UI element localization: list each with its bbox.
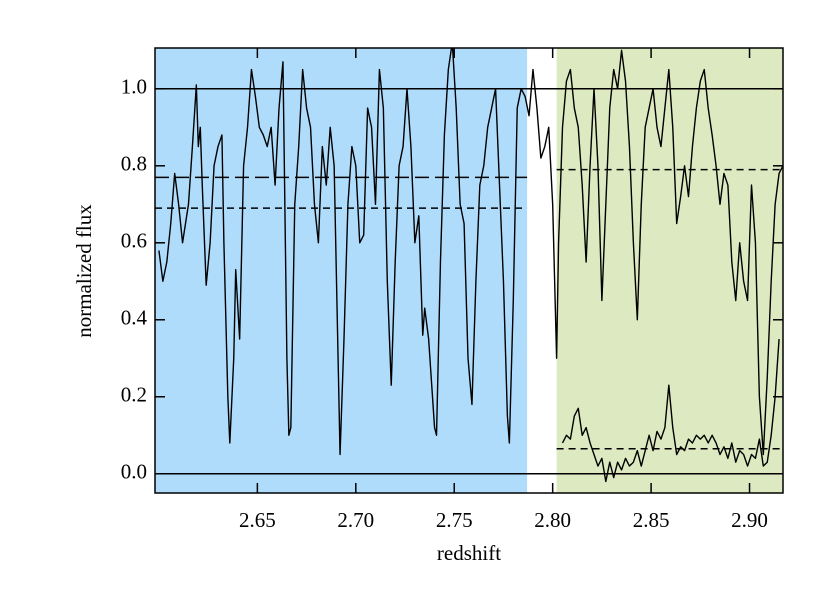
y-tick-label: 1.0	[121, 75, 147, 99]
y-tick-label: 0.8	[121, 152, 147, 176]
x-axis-label: redshift	[437, 541, 501, 565]
x-tick-label: 2.90	[731, 508, 768, 532]
y-tick-label: 0.2	[121, 383, 147, 407]
plot-frame	[154, 47, 784, 494]
regions	[155, 48, 783, 493]
y-tick-label: 0.4	[121, 306, 148, 330]
shaded-region	[556, 48, 783, 493]
x-tick-label: 2.65	[239, 508, 276, 532]
y-axis-label: normalized flux	[72, 204, 96, 338]
x-tick-label: 2.85	[633, 508, 670, 532]
flux-line	[158, 48, 783, 456]
x-tick-label: 2.75	[436, 508, 473, 532]
flux-line	[561, 338, 780, 483]
axes: 2.65 2.70 2.75 2.80 2.85 2.90 0.0 0.2 0.4 0.6 0.8 1…	[121, 47, 784, 532]
plot-area	[155, 48, 783, 483]
x-tick-label: 2.80	[534, 508, 571, 532]
y-tick-label: 0.6	[121, 229, 147, 253]
y-tick-label: 0.0	[121, 460, 147, 484]
x-tick-label: 2.70	[337, 508, 374, 532]
